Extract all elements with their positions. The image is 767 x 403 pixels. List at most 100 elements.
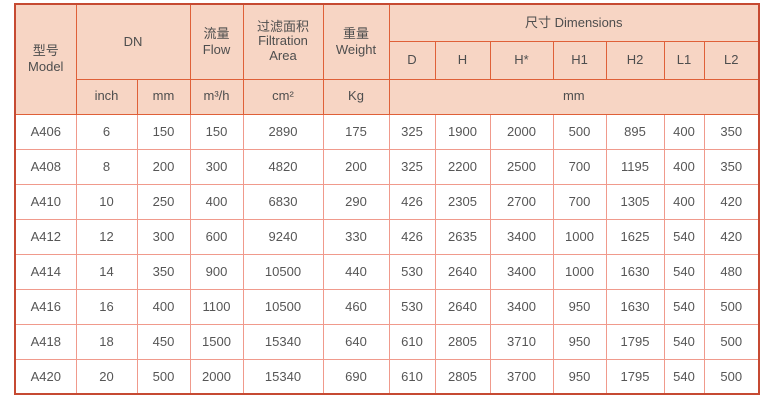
flow-cell: 1500: [189, 323, 244, 360]
weight-cell: 460: [322, 288, 390, 325]
dn-mm-cell: 200: [136, 148, 191, 185]
dim-h-cell: 2640: [434, 253, 491, 290]
col-header-dimensions: 尺寸 Dimensions: [388, 3, 760, 42]
dn-mm-cell: 350: [136, 253, 191, 290]
dn-inch-cell: 14: [75, 253, 138, 290]
weight-cell: 200: [322, 148, 390, 185]
unit-dn-inch: inch: [75, 78, 138, 115]
col-header-flow: 流量 Flow: [189, 3, 244, 80]
dn-mm-cell: 450: [136, 323, 191, 360]
unit-filtration: cm²: [242, 78, 324, 115]
dim-h-star-cell: 2000: [489, 113, 554, 150]
dim-l2-cell: 350: [703, 113, 760, 150]
dim-h-cell: 2305: [434, 183, 491, 220]
dim-d-cell: 325: [388, 113, 436, 150]
unit-dimensions: mm: [388, 78, 760, 115]
dim-h-star-cell: 3700: [489, 358, 554, 395]
col-header-dn: DN: [75, 3, 191, 80]
filtration-area-cell: 10500: [242, 253, 324, 290]
weight-cell: 440: [322, 253, 390, 290]
dim-h-star-cell: 3400: [489, 253, 554, 290]
dn-inch-cell: 6: [75, 113, 138, 150]
filtration-area-cell: 2890: [242, 113, 324, 150]
dim-l2-cell: 500: [703, 323, 760, 360]
dim-l1-cell: 540: [663, 253, 705, 290]
table-row: A418 18 450 1500 15340 640 610 2805 3710 950 1795 5…: [14, 323, 760, 360]
dim-l2-cell: 350: [703, 148, 760, 185]
flow-cell: 2000: [189, 358, 244, 395]
filtration-area-cell: 9240: [242, 218, 324, 255]
header-row-units: inch mm m³/h cm² Kg mm: [15, 78, 760, 115]
dim-l1-cell: 400: [663, 113, 705, 150]
dim-col-l1: L1: [663, 40, 705, 80]
dim-h2-cell: 1795: [605, 323, 665, 360]
dim-d-cell: 530: [388, 253, 436, 290]
dn-mm-cell: 300: [136, 218, 191, 255]
dim-h2-cell: 1305: [605, 183, 665, 220]
model-cell: A406: [14, 113, 77, 150]
dim-h1-cell: 950: [552, 358, 607, 395]
dim-h2-cell: 895: [605, 113, 665, 150]
table-row: A416 16 400 1100 10500 460 530 2640 3400 950 1630 5…: [14, 288, 760, 325]
dim-h1-cell: 700: [552, 183, 607, 220]
flow-cell: 300: [189, 148, 244, 185]
filtration-area-cell: 10500: [242, 288, 324, 325]
dn-inch-cell: 20: [75, 358, 138, 395]
dim-h2-cell: 1625: [605, 218, 665, 255]
table-row: A406 6 150 150 2890 175 325 1900 2000 500 895 400 35…: [14, 113, 760, 150]
dim-h-cell: 1900: [434, 113, 491, 150]
table-row: A420 20 500 2000 15340 690 610 2805 3700 950 1795 5…: [14, 358, 760, 395]
flow-label-en: Flow: [202, 41, 231, 57]
dim-h-cell: 2640: [434, 288, 491, 325]
dim-h2-cell: 1630: [605, 288, 665, 325]
dim-l2-cell: 420: [703, 218, 760, 255]
col-header-filtration-area: 过滤面积 Filtration Area: [242, 3, 324, 80]
dim-d-cell: 610: [388, 323, 436, 360]
weight-cell: 175: [322, 113, 390, 150]
model-label-en: Model: [28, 59, 64, 75]
spec-table: 型号 Model DN 流量 Flow 过滤面积 Filtration Area…: [14, 3, 761, 395]
dim-d-cell: 530: [388, 288, 436, 325]
model-cell: A412: [14, 218, 77, 255]
weight-cell: 330: [322, 218, 390, 255]
unit-flow: m³/h: [189, 78, 244, 115]
dim-d-cell: 610: [388, 358, 436, 395]
weight-cell: 690: [322, 358, 390, 395]
model-cell: A416: [14, 288, 77, 325]
dn-inch-cell: 18: [75, 323, 138, 360]
model-cell: A414: [14, 253, 77, 290]
dim-h-cell: 2635: [434, 218, 491, 255]
dim-h1-cell: 500: [552, 113, 607, 150]
dn-mm-cell: 400: [136, 288, 191, 325]
header-row-2: D H H* H1 H2 L1 L2: [15, 40, 760, 80]
dim-col-h: H: [434, 40, 491, 80]
weight-cell: 640: [322, 323, 390, 360]
dn-mm-cell: 150: [136, 113, 191, 150]
weight-cell: 290: [322, 183, 390, 220]
filtration-area-cell: 4820: [242, 148, 324, 185]
filtration-area-cell: 15340: [242, 323, 324, 360]
dim-col-l2: L2: [703, 40, 760, 80]
dim-l1-cell: 400: [663, 183, 705, 220]
dim-h-star-cell: 2700: [489, 183, 554, 220]
weight-label-en: Weight: [335, 41, 377, 57]
dim-h1-cell: 1000: [552, 253, 607, 290]
spec-table-header: 型号 Model DN 流量 Flow 过滤面积 Filtration Area…: [14, 3, 760, 115]
table-row: A414 14 350 900 10500 440 530 2640 3400 1000 1630 5…: [14, 253, 760, 290]
dim-col-d: D: [388, 40, 436, 80]
dim-col-h2: H2: [605, 40, 665, 80]
dim-h-star-cell: 2500: [489, 148, 554, 185]
dim-h-cell: 2200: [434, 148, 491, 185]
dim-l2-cell: 500: [703, 288, 760, 325]
dim-h1-cell: 1000: [552, 218, 607, 255]
dim-d-cell: 325: [388, 148, 436, 185]
model-cell: A420: [14, 358, 77, 395]
col-header-weight: 重量 Weight: [322, 3, 390, 80]
dn-inch-cell: 8: [75, 148, 138, 185]
dim-d-cell: 426: [388, 218, 436, 255]
dim-h2-cell: 1195: [605, 148, 665, 185]
filtration-label-en1: Filtration: [258, 33, 308, 49]
dim-l1-cell: 540: [663, 218, 705, 255]
dim-l1-cell: 540: [663, 288, 705, 325]
